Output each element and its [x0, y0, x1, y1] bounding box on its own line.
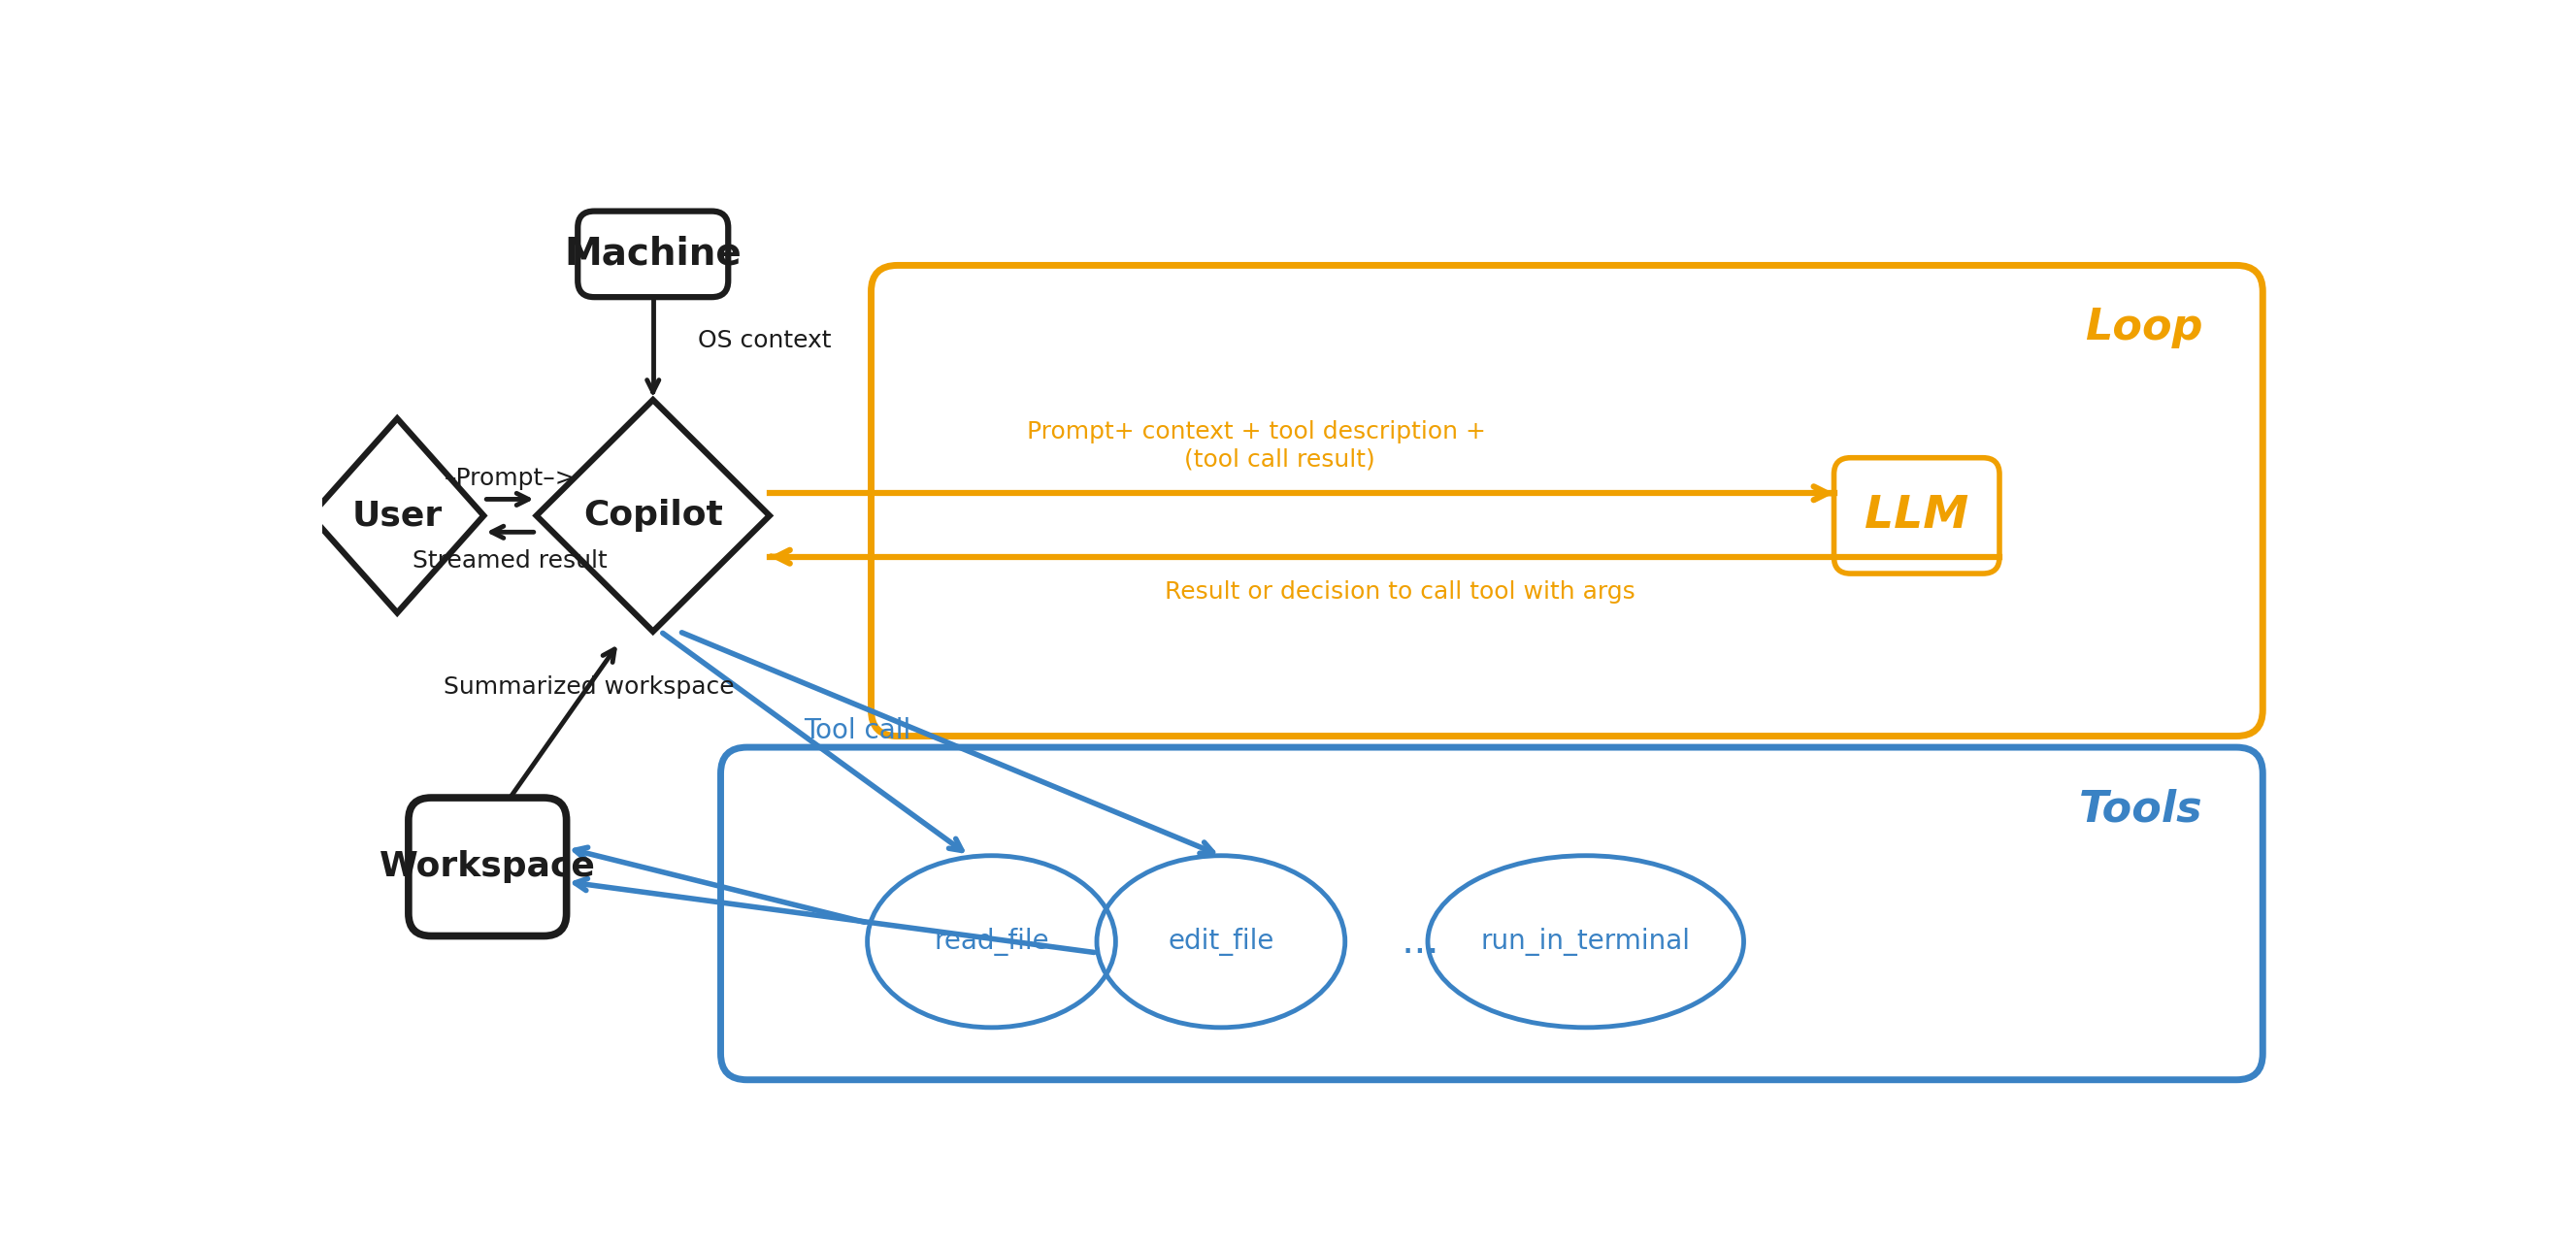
- Text: Tools: Tools: [2079, 789, 2202, 830]
- Text: Result or decision to call tool with args: Result or decision to call tool with arg…: [1164, 581, 1636, 604]
- Text: –Prompt–>: –Prompt–>: [443, 467, 577, 490]
- Text: Tool call: Tool call: [804, 718, 909, 745]
- Text: Streamed result: Streamed result: [412, 548, 608, 572]
- Text: run_in_terminal: run_in_terminal: [1481, 927, 1690, 956]
- Text: LLM: LLM: [1865, 493, 1968, 537]
- Text: OS context: OS context: [698, 329, 832, 353]
- Text: edit_file: edit_file: [1167, 927, 1275, 956]
- Text: ...: ...: [1401, 921, 1440, 962]
- Text: Workspace: Workspace: [379, 850, 595, 883]
- Text: Copilot: Copilot: [582, 500, 724, 532]
- Text: read_file: read_file: [935, 927, 1048, 956]
- Text: User: User: [353, 500, 443, 532]
- Text: Machine: Machine: [564, 235, 742, 273]
- Text: Summarized workspace: Summarized workspace: [443, 675, 734, 699]
- Text: Loop: Loop: [2084, 307, 2202, 348]
- Text: Prompt+ context + tool description +
      (tool call result): Prompt+ context + tool description + (to…: [1028, 421, 1486, 471]
